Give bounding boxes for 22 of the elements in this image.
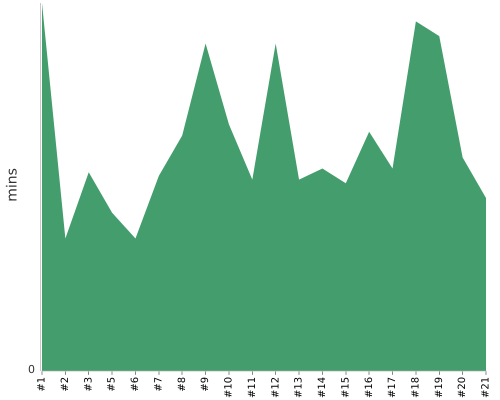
x-tick-label: #6 (130, 376, 142, 392)
x-tick-label: #14 (317, 376, 328, 398)
y-axis-title: mins (4, 168, 21, 202)
text: 0 (28, 362, 35, 376)
x-tick-label: #15 (340, 376, 352, 398)
x-tick-label: #1 (36, 376, 48, 392)
x-tick-label: #20 (457, 376, 468, 398)
x-tick-label: #16 (364, 376, 375, 398)
x-tick-label: #17 (387, 376, 398, 398)
x-tick-label: #18 (410, 376, 422, 398)
x-tick-label: #5 (106, 376, 118, 392)
x-tick-label: #2 (60, 376, 71, 392)
x-tick-label: #13 (294, 376, 305, 398)
x-tick-label: #3 (83, 376, 94, 392)
x-tick-label: #12 (270, 376, 282, 398)
x-tick-label: #19 (434, 376, 445, 398)
x-tick-label: #11 (246, 376, 258, 398)
x-tick-label: #21 (480, 376, 492, 398)
x-tick-label: #7 (153, 376, 164, 392)
x-tick-label: #8 (176, 376, 188, 392)
x-tick-label: #9 (200, 376, 212, 392)
x-tick-label: #10 (224, 376, 235, 398)
